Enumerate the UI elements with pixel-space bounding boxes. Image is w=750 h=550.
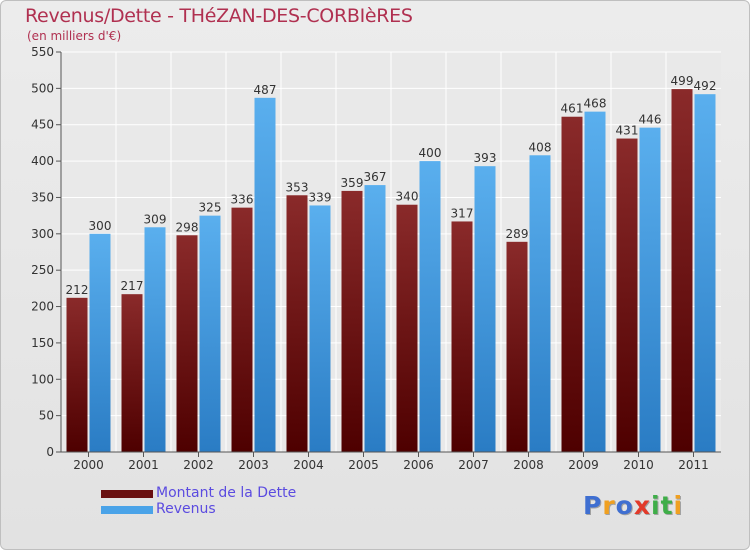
proxiti-logo: Proxiti (583, 491, 683, 520)
x-tick-label: 2011 (678, 458, 709, 472)
data-label-debt: 212 (66, 283, 89, 297)
data-label-revenue: 468 (584, 97, 607, 111)
x-tick-label: 2005 (348, 458, 379, 472)
bar-revenue (89, 233, 111, 452)
y-tick-label: 0 (46, 445, 54, 459)
x-tick-label: 2009 (568, 458, 599, 472)
data-label-revenue: 393 (474, 151, 497, 165)
data-label-debt: 499 (671, 74, 694, 88)
x-tick-label: 2010 (623, 458, 654, 472)
chart-subtitle: (en milliers d'€) (27, 29, 122, 43)
logo-letter: x (633, 491, 651, 520)
x-tick-label: 2000 (73, 458, 104, 472)
data-label-revenue: 367 (364, 170, 387, 184)
data-label-revenue: 325 (199, 201, 222, 215)
y-tick-label: 300 (31, 227, 54, 241)
data-label-revenue: 339 (309, 190, 332, 204)
data-label-revenue: 408 (529, 140, 552, 154)
bar-debt (616, 138, 638, 452)
logo-letter: r (602, 491, 616, 520)
bar-revenue (254, 97, 276, 453)
data-label-debt: 289 (506, 227, 529, 241)
data-label-debt: 317 (451, 206, 474, 220)
y-tick-label: 500 (31, 81, 54, 95)
data-label-debt: 336 (231, 193, 254, 207)
bar-debt (341, 190, 363, 452)
bar-revenue (199, 215, 221, 452)
x-tick-label: 2006 (403, 458, 434, 472)
logo-letter: P (583, 491, 603, 520)
bar-debt (176, 235, 198, 452)
y-tick-label: 200 (31, 300, 54, 314)
logo-letter: t (660, 491, 674, 520)
bar-debt (231, 207, 253, 452)
y-tick-label: 50 (39, 409, 54, 423)
x-tick-label: 2008 (513, 458, 544, 472)
data-label-debt: 340 (396, 190, 419, 204)
logo-letter: o (615, 491, 634, 520)
bar-revenue (144, 227, 166, 452)
y-tick-label: 400 (31, 154, 54, 168)
bar-debt (121, 294, 143, 452)
legend-label-debt: Montant de la Dette (156, 485, 297, 501)
x-tick-label: 2002 (183, 458, 214, 472)
y-tick-label: 450 (31, 118, 54, 132)
logo-letter: i (651, 491, 661, 520)
chart-title: Revenus/Dette - THéZAN-DES-CORBIèRES (25, 5, 413, 27)
bar-revenue (694, 94, 716, 452)
logo-letter: i (673, 491, 684, 520)
y-tick-label: 250 (31, 263, 54, 277)
data-label-revenue: 446 (639, 113, 662, 127)
data-label-revenue: 309 (144, 212, 167, 226)
x-tick-label: 2007 (458, 458, 489, 472)
bar-revenue (309, 205, 331, 452)
y-tick-label: 150 (31, 336, 54, 350)
y-tick-label: 350 (31, 190, 54, 204)
data-label-debt: 353 (286, 180, 309, 194)
data-label-debt: 217 (121, 279, 144, 293)
data-label-revenue: 492 (694, 79, 717, 93)
bar-debt (286, 195, 308, 453)
bar-revenue (419, 161, 441, 452)
bar-revenue (529, 155, 551, 453)
x-tick-label: 2003 (238, 458, 269, 472)
bar-debt (66, 297, 88, 452)
legend-swatch-debt (101, 490, 153, 498)
y-tick-label: 550 (31, 45, 54, 59)
bar-debt (396, 204, 418, 452)
data-label-revenue: 487 (254, 83, 277, 97)
bar-revenue (639, 127, 661, 453)
bar-debt (451, 221, 473, 452)
legend-swatch-revenue (101, 506, 153, 514)
y-tick-label: 100 (31, 372, 54, 386)
bar-debt (561, 116, 583, 453)
bar-revenue (584, 111, 606, 453)
bar-revenue (474, 166, 496, 452)
x-tick-label: 2004 (293, 458, 324, 472)
legend-label-revenue: Revenus (156, 501, 216, 517)
bar-debt (671, 89, 693, 452)
data-label-debt: 461 (561, 102, 584, 116)
bar-debt (506, 241, 528, 452)
bar-revenue (364, 185, 386, 452)
data-label-debt: 298 (176, 220, 199, 234)
x-tick-label: 2001 (128, 458, 159, 472)
data-label-debt: 359 (341, 176, 364, 190)
data-label-revenue: 400 (419, 146, 442, 160)
data-label-debt: 431 (616, 124, 639, 138)
data-label-revenue: 300 (89, 219, 112, 233)
